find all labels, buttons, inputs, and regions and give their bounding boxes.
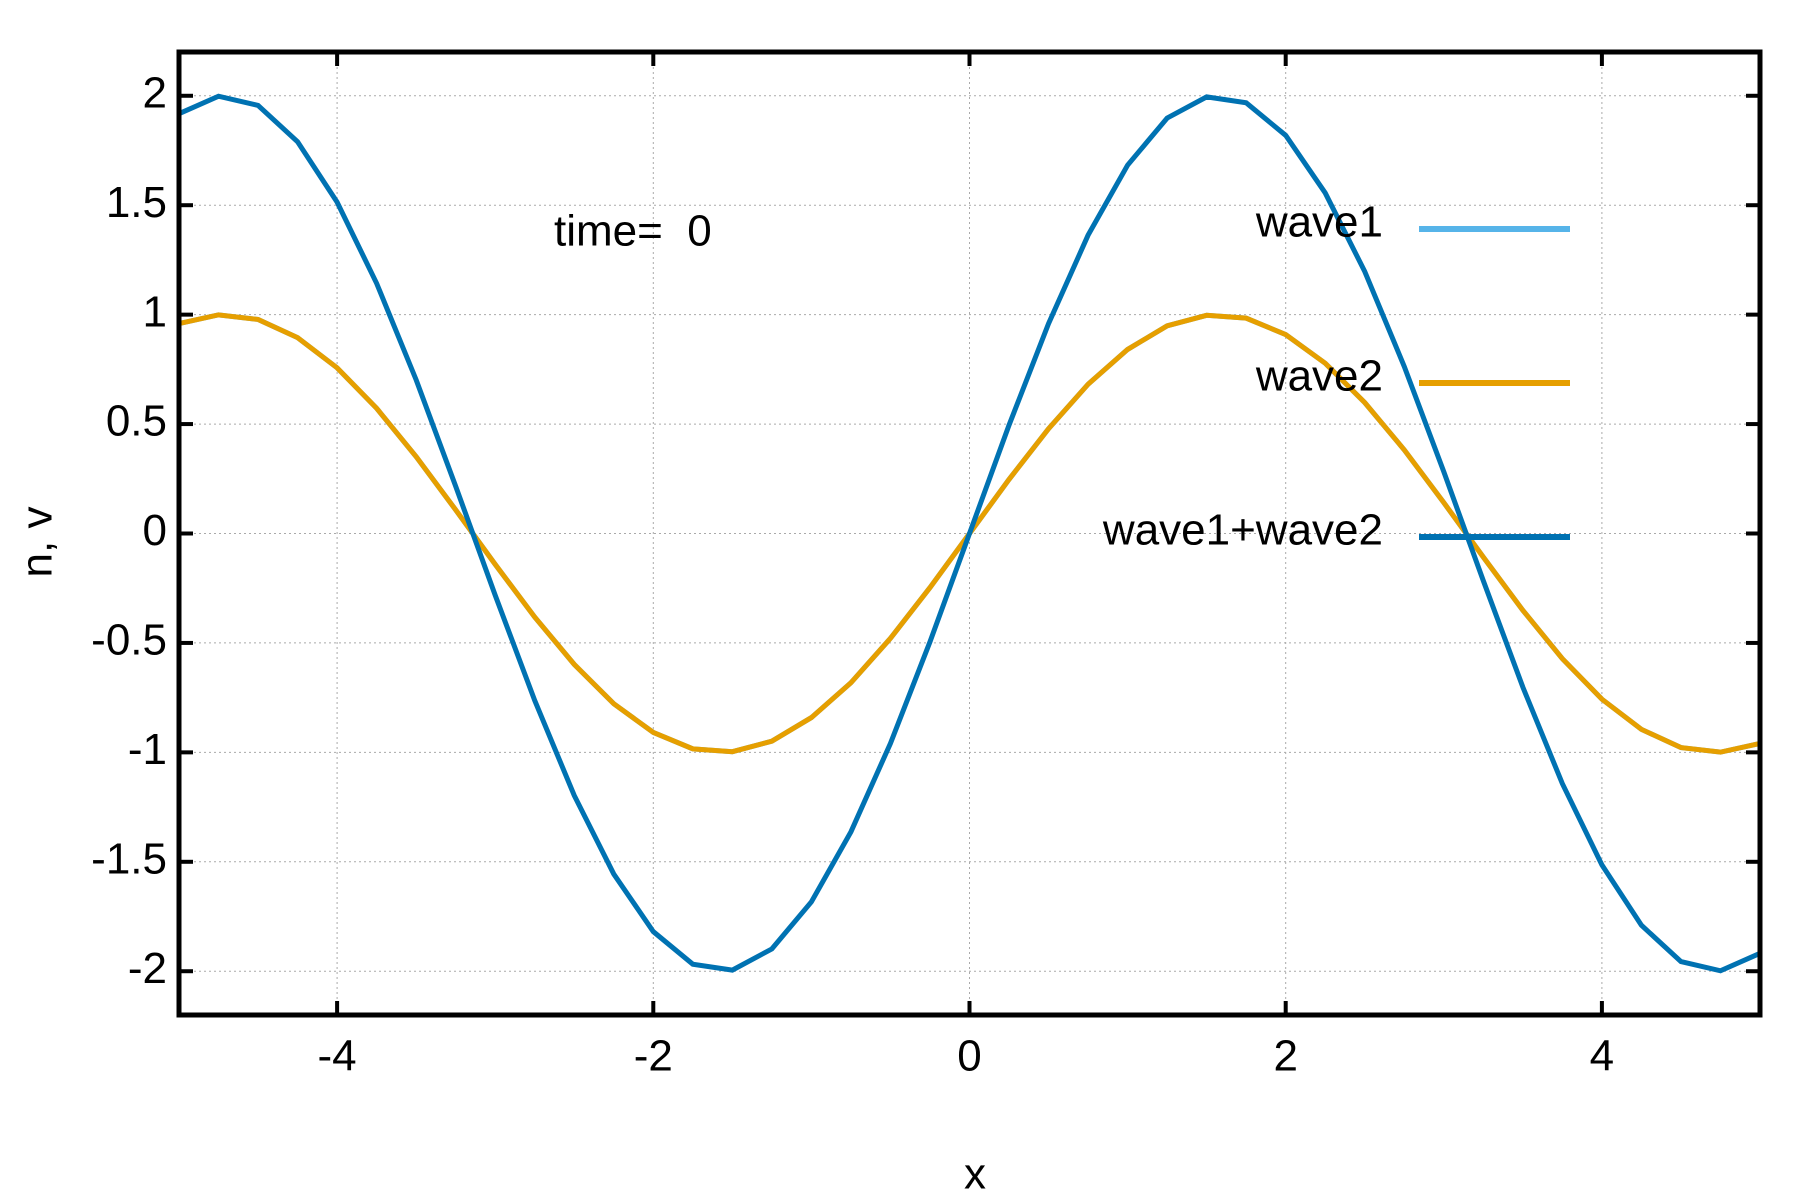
legend-label: wave1 — [1255, 198, 1383, 247]
y-tick-label: 0 — [143, 506, 167, 555]
plot-frame — [176, 49, 1763, 1018]
x-tick-label: 2 — [1273, 1032, 1297, 1081]
x-tick-label: 0 — [957, 1032, 981, 1081]
y-tick-label: -2 — [128, 944, 167, 993]
line-series — [177, 93, 1762, 974]
y-axis-label: n, v — [13, 507, 62, 578]
y-tick-label: -1.5 — [91, 834, 167, 883]
annotation: time= 0 — [554, 207, 712, 256]
x-tick-label: -4 — [318, 1032, 357, 1081]
x-axis-label: x — [964, 1150, 986, 1199]
y-tick-label: 0.5 — [106, 397, 167, 446]
y-tick-label: 2 — [143, 68, 167, 117]
y-tick-label: 1.5 — [106, 178, 167, 227]
y-tick-label: -0.5 — [91, 616, 167, 665]
legend-label: wave1+wave2 — [1102, 506, 1383, 555]
x-tick-label: -2 — [634, 1032, 673, 1081]
y-tick-label: 1 — [143, 287, 167, 336]
y-tick-label: -1 — [128, 725, 167, 774]
x-tick-label: 4 — [1590, 1032, 1614, 1081]
legend-label: wave2 — [1255, 352, 1383, 401]
